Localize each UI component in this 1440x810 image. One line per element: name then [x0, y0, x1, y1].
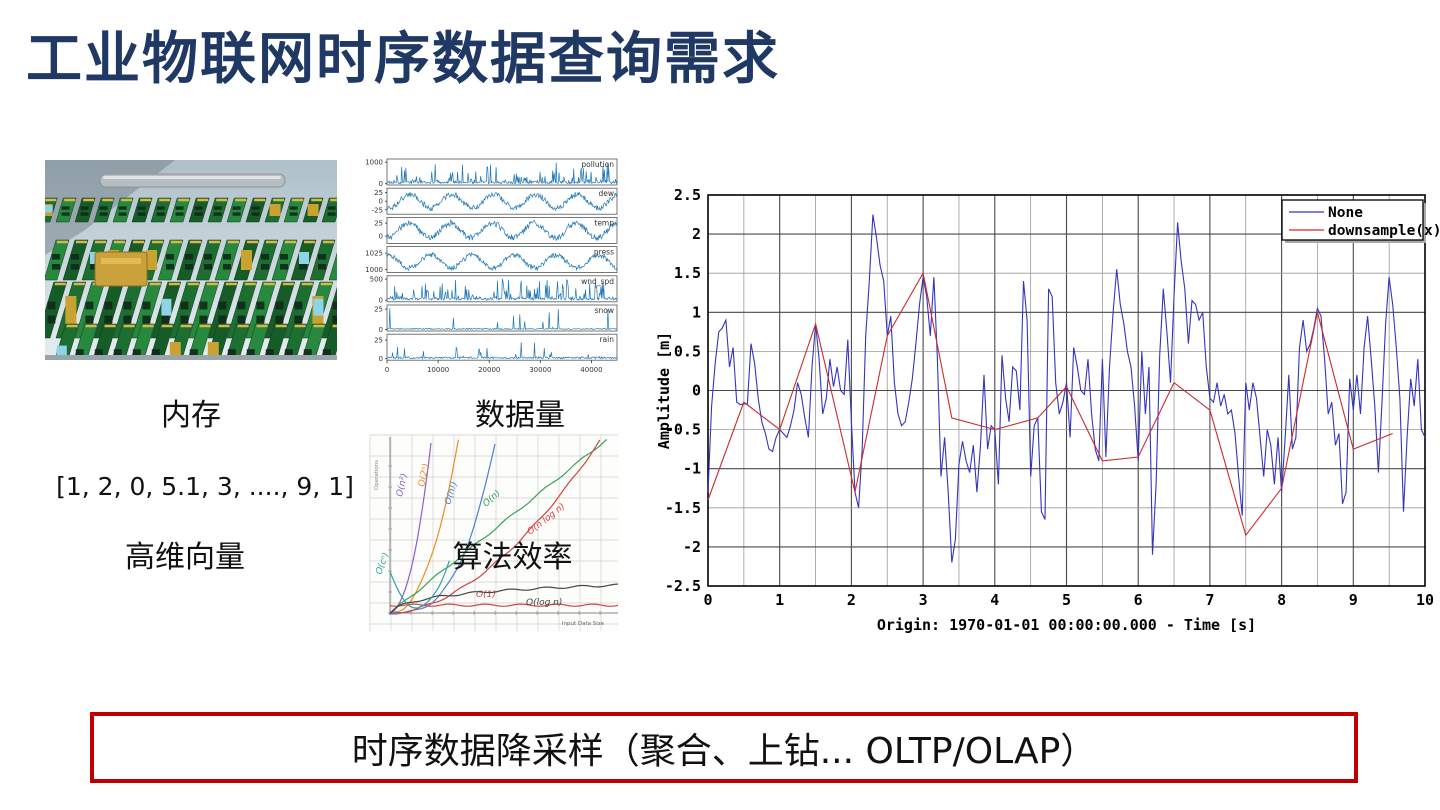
svg-text:8: 8 — [1277, 591, 1286, 609]
svg-text:O(n²): O(n²) — [395, 473, 410, 498]
downsample-comparison-chart: 2.5 2 1.5 1 0.5 0 -0.5 -1 -1.5 -2 -2.5 0 1 2 3 4 5 6 7 8 9 10… — [655, 185, 1440, 645]
svg-text:1: 1 — [775, 591, 784, 609]
svg-text:wnd_spd: wnd_spd — [581, 277, 614, 286]
svg-text:500: 500 — [370, 276, 383, 284]
sensor-timeseries-chart: 1000 0 pollution 25 0 -25 dew 25 0 temp 1025 1000 pr… — [353, 153, 623, 388]
svg-text:1025: 1025 — [365, 250, 383, 258]
svg-text:2: 2 — [847, 591, 856, 609]
summary-banner: 时序数据降采样（聚合、上钻... OLTP/OLAP） — [90, 712, 1358, 783]
data-volume-caption: 数据量 — [475, 398, 565, 433]
svg-text:25: 25 — [374, 189, 383, 197]
svg-text:press: press — [594, 248, 614, 257]
svg-text:0.5: 0.5 — [674, 342, 701, 360]
summary-banner-text: 时序数据降采样（聚合、上钻... OLTP/OLAP） — [351, 730, 1097, 772]
svg-text:snow: snow — [595, 306, 614, 315]
svg-text:1: 1 — [692, 303, 701, 321]
svg-text:20000: 20000 — [478, 366, 500, 374]
svg-text:7: 7 — [1205, 591, 1214, 609]
svg-text:2: 2 — [692, 225, 701, 243]
svg-text:1.5: 1.5 — [674, 264, 701, 282]
svg-text:0: 0 — [692, 382, 701, 400]
slide-title: 工业物联网时序数据查询需求 — [26, 27, 780, 90]
svg-text:2.5: 2.5 — [674, 186, 701, 204]
svg-text:temp: temp — [594, 218, 614, 227]
svg-text:30000: 30000 — [529, 366, 551, 374]
svg-text:3: 3 — [919, 591, 928, 609]
algo-efficiency-caption: 算法效率 — [452, 540, 573, 575]
svg-text:40000: 40000 — [580, 366, 602, 374]
svg-text:0: 0 — [379, 326, 383, 334]
svg-text:0: 0 — [379, 233, 383, 241]
svg-text:0: 0 — [379, 198, 383, 206]
svg-text:dew: dew — [598, 189, 614, 198]
svg-text:-1.5: -1.5 — [665, 499, 701, 517]
svg-text:Origin: 1970-01-01 00:00:00.00: Origin: 1970-01-01 00:00:00.000 - Time [… — [877, 616, 1256, 634]
memory-caption: 内存 — [161, 398, 221, 433]
svg-text:O(1): O(1) — [476, 590, 496, 600]
big-o-complexity-chart: O(n²) O(2ⁿ) O(n!) O(n) O(n log n) O(1) O(log n… — [368, 433, 620, 633]
svg-text:rain: rain — [599, 335, 614, 344]
svg-text:O(log n): O(log n) — [526, 598, 562, 608]
svg-text:10: 10 — [1416, 591, 1434, 609]
svg-text:4: 4 — [990, 591, 999, 609]
svg-text:Input Data Size: Input Data Size — [562, 621, 605, 627]
high-dim-vector-caption: 高维向量 — [125, 540, 245, 575]
svg-text:5: 5 — [1062, 591, 1071, 609]
svg-text:Amplitude [m]: Amplitude [m] — [655, 332, 673, 449]
svg-text:O(2ⁿ): O(2ⁿ) — [417, 463, 432, 488]
svg-text:0: 0 — [379, 180, 383, 188]
svg-text:-2: -2 — [683, 538, 701, 556]
svg-text:0: 0 — [385, 366, 389, 374]
svg-text:25: 25 — [374, 220, 383, 228]
svg-text:10000: 10000 — [427, 366, 449, 374]
svg-text:0: 0 — [703, 591, 712, 609]
svg-text:6: 6 — [1134, 591, 1143, 609]
svg-text:-2.5: -2.5 — [665, 577, 701, 595]
svg-text:1000: 1000 — [365, 266, 383, 274]
svg-text:25: 25 — [374, 306, 383, 314]
svg-text:-25: -25 — [372, 206, 383, 214]
svg-text:downsample(x): downsample(x) — [1328, 223, 1440, 239]
svg-text:0: 0 — [379, 355, 383, 363]
svg-text:-0.5: -0.5 — [665, 421, 701, 439]
svg-text:None: None — [1328, 205, 1363, 221]
svg-text:0: 0 — [379, 297, 383, 305]
svg-text:pollution: pollution — [581, 160, 614, 169]
svg-text:-1: -1 — [683, 460, 701, 478]
svg-text:9: 9 — [1349, 591, 1358, 609]
svg-text:25: 25 — [374, 337, 383, 345]
svg-text:Operations: Operations — [374, 460, 380, 490]
svg-text:1000: 1000 — [365, 159, 383, 167]
vector-example-text: [1, 2, 0, 5.1, 3, ...., 9, 1] — [56, 472, 354, 501]
memory-photo-illustration — [45, 160, 337, 360]
